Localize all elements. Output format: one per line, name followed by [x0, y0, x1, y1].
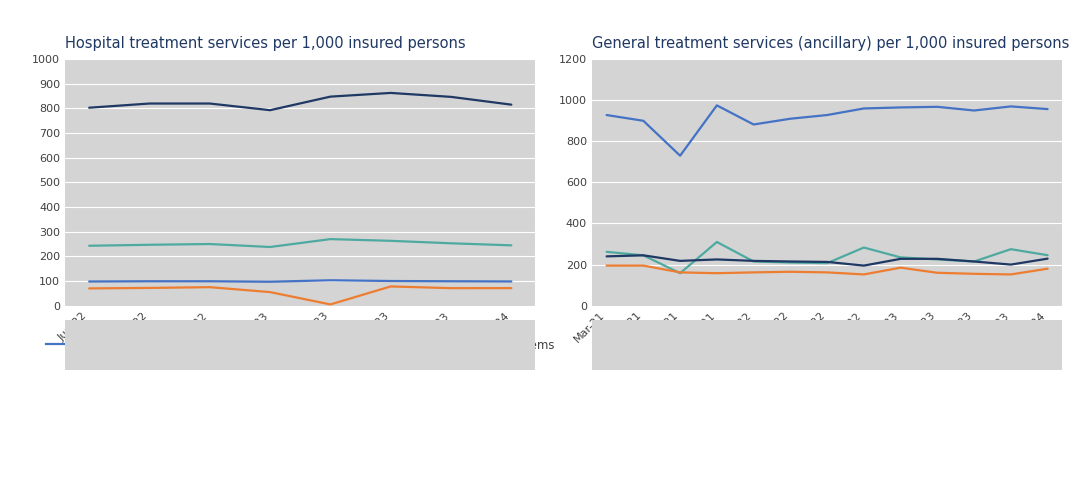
Text: Hospital treatment services per 1,000 insured persons: Hospital treatment services per 1,000 in…: [65, 36, 466, 51]
Medical services: [204, 101, 217, 106]
Chiropractic: [673, 269, 686, 275]
Acute days: [204, 241, 217, 247]
Medical services: [263, 107, 276, 113]
Prostheses items: [444, 285, 457, 291]
Physiotherapy: [821, 259, 834, 265]
Chiropractic: [747, 269, 760, 275]
Medical services: [444, 94, 457, 100]
Text: General treatment services (ancillary) per 1,000 insured persons: General treatment services (ancillary) p…: [592, 36, 1069, 51]
Acute episodes: [505, 279, 518, 284]
Acute episodes: [82, 279, 95, 284]
Optical: [601, 249, 614, 255]
Dental: [1041, 106, 1054, 112]
Chiropractic: [784, 269, 797, 275]
Line: Physiotherapy: Physiotherapy: [607, 255, 1047, 266]
Acute episodes: [263, 279, 276, 285]
Chiropractic: [1005, 272, 1018, 278]
Prostheses items: [324, 302, 337, 308]
Chiropractic: [821, 269, 834, 275]
Physiotherapy: [637, 252, 650, 258]
Prostheses items: [384, 283, 397, 289]
Prostheses items: [82, 285, 95, 291]
Acute episodes: [444, 278, 457, 284]
Optical: [637, 252, 650, 258]
Physiotherapy: [931, 256, 944, 262]
Chiropractic: [710, 270, 723, 276]
Chiropractic: [637, 263, 650, 269]
Dental: [1005, 104, 1018, 109]
Chiropractic: [857, 272, 870, 278]
Legend: Acute episodes, Acute days, Medical services, Prostheses items: Acute episodes, Acute days, Medical serv…: [41, 334, 559, 356]
Dental: [747, 121, 760, 127]
Acute episodes: [143, 278, 156, 284]
Optical: [710, 239, 723, 245]
Physiotherapy: [894, 256, 907, 262]
Acute days: [324, 236, 337, 242]
Dental: [821, 112, 834, 118]
Acute days: [384, 238, 397, 244]
Line: Dental: Dental: [607, 106, 1047, 156]
Dental: [894, 105, 907, 110]
Physiotherapy: [968, 258, 981, 264]
Line: Acute days: Acute days: [89, 239, 512, 247]
Prostheses items: [143, 285, 156, 291]
Optical: [784, 259, 797, 265]
Prostheses items: [505, 285, 518, 291]
Medical services: [505, 102, 518, 107]
Physiotherapy: [857, 263, 870, 269]
Prostheses items: [263, 289, 276, 295]
Physiotherapy: [784, 258, 797, 264]
Legend: Dental, Optical, Physiotherapy, Chiropractic: Dental, Optical, Physiotherapy, Chiropra…: [625, 334, 1029, 356]
Line: Acute episodes: Acute episodes: [89, 280, 512, 282]
Optical: [1005, 246, 1018, 252]
Dental: [710, 103, 723, 108]
Line: Optical: Optical: [607, 242, 1047, 273]
Physiotherapy: [601, 253, 614, 259]
Chiropractic: [601, 263, 614, 269]
Optical: [857, 245, 870, 250]
Physiotherapy: [1041, 256, 1054, 262]
Chiropractic: [931, 270, 944, 276]
Physiotherapy: [1005, 262, 1018, 268]
Optical: [931, 256, 944, 262]
Acute days: [263, 244, 276, 250]
Dental: [673, 153, 686, 159]
Chiropractic: [1041, 266, 1054, 272]
Acute episodes: [324, 277, 337, 283]
Line: Chiropractic: Chiropractic: [607, 266, 1047, 275]
Dental: [857, 106, 870, 111]
Optical: [894, 254, 907, 260]
Chiropractic: [894, 265, 907, 271]
Optical: [821, 260, 834, 266]
Dental: [601, 112, 614, 118]
Medical services: [384, 90, 397, 96]
Optical: [747, 258, 760, 264]
Acute days: [505, 243, 518, 248]
Acute days: [444, 241, 457, 246]
Optical: [673, 270, 686, 276]
Acute days: [143, 242, 156, 247]
Optical: [1041, 252, 1054, 258]
Medical services: [143, 101, 156, 106]
Optical: [968, 258, 981, 264]
Dental: [931, 104, 944, 110]
Prostheses items: [204, 284, 217, 290]
Dental: [968, 107, 981, 113]
Medical services: [82, 105, 95, 111]
Line: Medical services: Medical services: [89, 93, 512, 110]
Acute episodes: [204, 278, 217, 284]
Physiotherapy: [710, 256, 723, 262]
Dental: [784, 116, 797, 122]
Acute days: [82, 243, 95, 249]
Physiotherapy: [673, 258, 686, 264]
Dental: [637, 118, 650, 124]
Line: Prostheses items: Prostheses items: [89, 286, 512, 305]
Chiropractic: [968, 271, 981, 277]
Physiotherapy: [747, 258, 760, 264]
Medical services: [324, 94, 337, 100]
Acute episodes: [384, 278, 397, 284]
